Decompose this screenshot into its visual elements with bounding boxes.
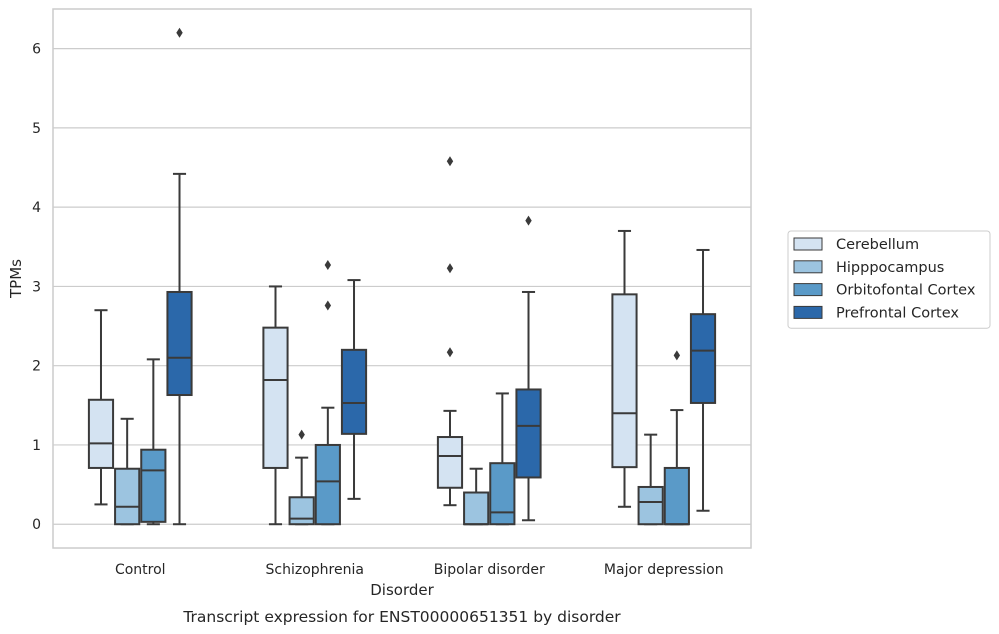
box: [489, 392, 516, 526]
box: [114, 417, 141, 526]
box-iqr: [314, 443, 341, 526]
series-hipppocampus: [114, 417, 664, 526]
box: [663, 350, 690, 526]
box-iqr: [288, 496, 315, 526]
x-axis-title: Disorder: [370, 581, 434, 599]
box: [515, 215, 542, 522]
y-tick-label: 4: [32, 200, 41, 216]
chart-caption: Transcript expression for ENST0000065135…: [182, 608, 621, 626]
y-tick-label: 3: [32, 279, 41, 295]
outlier-point: [446, 347, 454, 358]
box: [340, 279, 368, 500]
box-plot-series: [87, 27, 717, 526]
box-iqr: [436, 436, 464, 489]
box: [314, 260, 341, 526]
box-iqr: [489, 462, 516, 526]
y-tick-label: 2: [32, 359, 41, 375]
box-iqr: [262, 326, 289, 469]
x-tick-label: Major depression: [604, 562, 724, 578]
box: [288, 429, 315, 526]
box: [463, 467, 490, 526]
box: [87, 309, 115, 506]
box-iqr: [340, 348, 368, 435]
legend-swatch: [793, 305, 823, 319]
box-iqr: [114, 467, 141, 526]
box: [637, 433, 664, 526]
legend-item: Cerebellum: [793, 237, 919, 253]
outlier-point: [446, 156, 454, 167]
legend-label: Cerebellum: [836, 237, 919, 253]
series-cerebellum: [87, 156, 638, 526]
y-tick-label: 0: [32, 517, 41, 533]
box-iqr: [637, 485, 664, 526]
box-iqr: [166, 290, 193, 397]
series-orbitofontal-cortex: [140, 260, 690, 526]
series-prefrontal-cortex: [166, 27, 717, 526]
box-iqr: [689, 313, 717, 404]
box: [166, 27, 193, 526]
plot-frame: [52, 8, 752, 549]
x-tick-label: Bipolar disorder: [434, 562, 545, 578]
box-iqr: [140, 448, 167, 523]
box-iqr: [663, 466, 690, 526]
outlier-point: [446, 263, 454, 274]
y-tick-labels: 0 1 2 3 4 5 6: [32, 42, 41, 534]
outlier-point: [176, 27, 183, 38]
outlier-point: [298, 429, 305, 440]
legend-swatch: [793, 260, 823, 274]
outlier-point: [525, 215, 532, 226]
y-axis-title: TPMs: [7, 259, 25, 299]
box: [611, 229, 638, 508]
legend-item: Orbitofontal Cortex: [793, 283, 976, 299]
x-tick-labels: Control Schizophrenia Bipolar disorder Majo…: [115, 562, 724, 578]
legend-label: Orbitofontal Cortex: [836, 283, 976, 299]
x-tick-label: Schizophrenia: [266, 562, 364, 578]
outlier-point: [324, 260, 332, 271]
box: [140, 358, 167, 526]
box: [436, 156, 464, 507]
legend-item: Prefrontal Cortex: [793, 305, 959, 321]
box: [262, 285, 289, 526]
y-tick-label: 1: [32, 438, 41, 454]
box: [689, 248, 717, 512]
box-iqr: [87, 398, 115, 469]
y-tick-label: 6: [32, 42, 41, 58]
box-iqr: [611, 293, 638, 469]
legend-label: Hipppocampus: [836, 260, 944, 276]
legend-frame: [787, 230, 991, 329]
box-iqr: [463, 491, 490, 526]
y-tick-label: 5: [32, 121, 41, 137]
legend-label: Prefrontal Cortex: [836, 305, 959, 321]
legend-swatch: [793, 237, 823, 251]
x-tick-label: Control: [115, 562, 166, 578]
outlier-point: [673, 350, 681, 361]
legend-swatch: [793, 283, 823, 297]
outlier-point: [324, 300, 332, 311]
legend: Cerebellum Hipppocampus Orbitofontal Corte…: [787, 230, 991, 329]
box-iqr: [515, 388, 542, 479]
legend-item: Hipppocampus: [793, 260, 944, 276]
